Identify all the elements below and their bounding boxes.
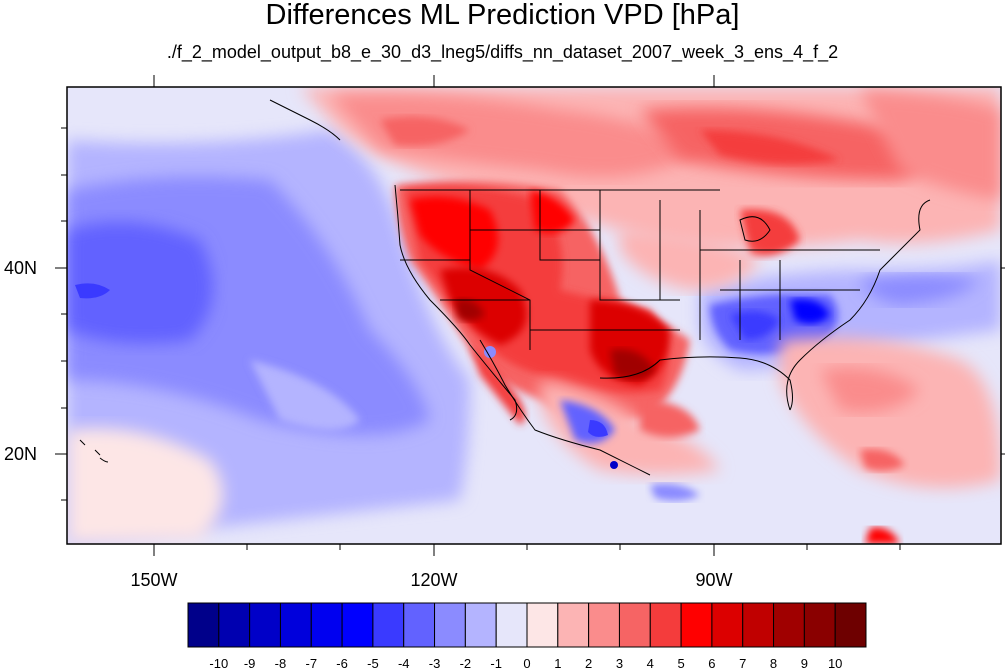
colorbar-swatch xyxy=(526,602,559,648)
colorbar-tick-label: -4 xyxy=(397,656,410,671)
colorbar-tick-label: -6 xyxy=(336,656,348,671)
pacific-negative-anomaly xyxy=(67,130,470,544)
colorbar xyxy=(187,602,867,648)
colorbar-tick-label: 7 xyxy=(739,656,747,671)
colorbar-tick-label: 5 xyxy=(677,656,685,671)
map-subtitle: ./f_2_model_output_b8_e_30_d3_lneg5/diff… xyxy=(166,42,839,62)
colorbar-swatch xyxy=(341,602,374,648)
colorbar-swatch xyxy=(588,602,620,648)
colorbar-swatch xyxy=(773,602,805,648)
colorbar-swatch xyxy=(557,602,590,648)
colorbar-swatch xyxy=(249,602,281,648)
colorbar-tick-label: 3 xyxy=(615,656,624,671)
colorbar-tick-label: -7 xyxy=(305,656,318,671)
colorbar-swatch xyxy=(279,602,312,648)
colorbar-swatch xyxy=(649,602,682,648)
lat-label-20n: 20N xyxy=(4,444,38,464)
colorbar-tick-label: 4 xyxy=(646,656,654,671)
colorbar-tick-label: -5 xyxy=(367,656,379,671)
vpd-difference-field xyxy=(67,87,1001,544)
colorbar-swatch xyxy=(680,602,713,648)
colorbar-swatch xyxy=(310,602,343,648)
colorbar-swatch xyxy=(711,602,744,648)
colorbar-tick-label: -2 xyxy=(459,656,472,671)
map-title: Differences ML Prediction VPD [hPa] xyxy=(265,0,740,31)
coastlines xyxy=(79,99,931,476)
western-us-positive-anomaly xyxy=(395,181,690,425)
colorbar-swatch xyxy=(464,602,497,648)
colorbar-swatch xyxy=(618,602,651,648)
lat-label-40n: 40N xyxy=(4,258,38,278)
mexico-gulf-anomaly xyxy=(540,380,720,501)
eastern-positive-anomaly xyxy=(620,209,1001,544)
lon-label-150w: 150W xyxy=(130,570,178,590)
colorbar-tick-label: 0 xyxy=(523,656,531,671)
map-frame xyxy=(66,86,1002,545)
colorbar-swatch xyxy=(495,602,528,648)
lon-label-120w: 120W xyxy=(410,570,458,590)
colorbar-swatch xyxy=(742,602,775,648)
colorbar-tick-label: 10 xyxy=(827,656,843,671)
colorbar-swatch xyxy=(434,602,466,648)
colorbar-tick-label: 9 xyxy=(800,656,808,671)
colorbar-tick-label: 6 xyxy=(708,656,716,671)
colorbar-tick-label: 1 xyxy=(554,656,562,671)
colorbar-swatch xyxy=(803,602,836,648)
lon-label-90w: 90W xyxy=(695,570,733,590)
colorbar-tick-label: -9 xyxy=(243,656,256,671)
colorbar-tick-label: 8 xyxy=(769,656,778,671)
colorbar-swatch xyxy=(403,602,436,648)
colorbar-swatch xyxy=(372,602,405,648)
eastern-us-negative-anomaly xyxy=(700,260,1001,370)
colorbar-tick-label: 2 xyxy=(585,656,593,671)
colorbar-swatch xyxy=(218,602,251,648)
colorbar-tick-label: -1 xyxy=(490,656,502,671)
canada-positive-anomaly xyxy=(300,87,1001,248)
colorbar-tick-label: -3 xyxy=(428,656,441,671)
colorbar-tick-label: -10 xyxy=(209,656,229,671)
colorbar-tick-label: -8 xyxy=(274,656,287,671)
colorbar-swatch xyxy=(187,602,220,648)
axis-ticks xyxy=(55,75,1005,556)
colorbar-swatch xyxy=(834,602,867,648)
